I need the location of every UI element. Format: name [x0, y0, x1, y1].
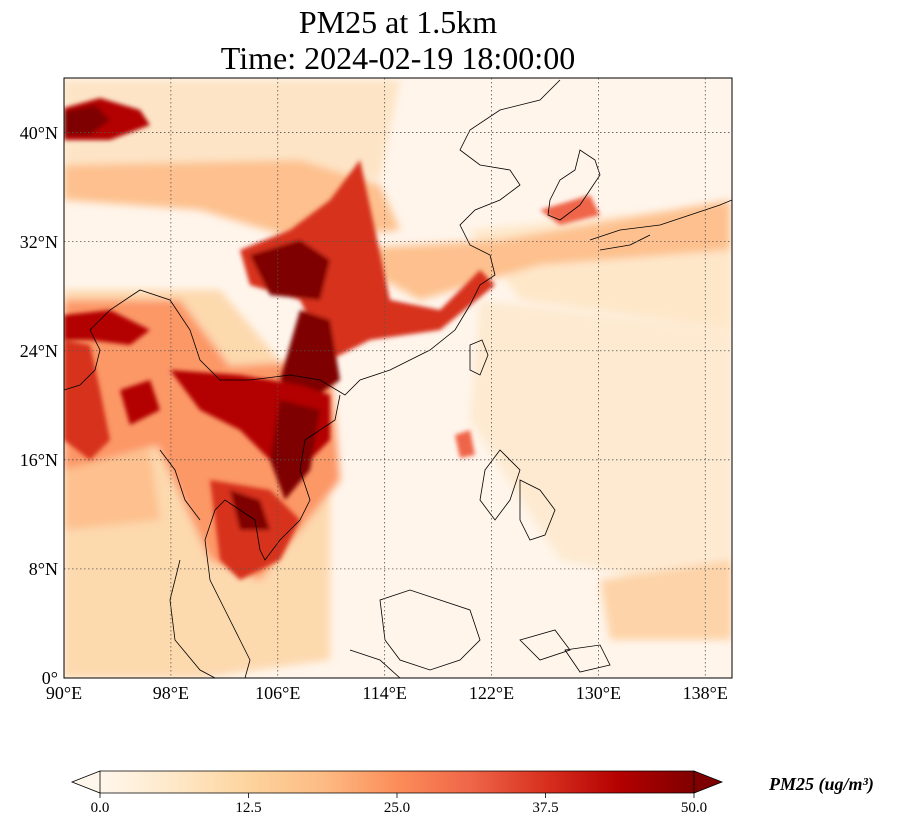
lat-tick-label: 0° [41, 668, 58, 688]
lat-tick-label: 40°N [19, 122, 58, 143]
pm25-field [64, 78, 732, 678]
colorbar-tick-label: 50.0 [680, 800, 708, 816]
colorbar-extend-low [70, 770, 101, 794]
colorbar-tick-label: 37.5 [532, 800, 559, 816]
colorbar [70, 770, 724, 798]
colorbar-tick-label: 0.0 [90, 800, 110, 816]
colorbar-extend-high [693, 770, 724, 794]
lon-tick-label: 106°E [255, 683, 301, 703]
colorbar-tick-label: 25.0 [383, 800, 411, 816]
map-title: PM25 at 1.5km [298, 4, 498, 40]
lon-tick-label: 98°E [152, 683, 189, 703]
lon-tick-label: 130°E [575, 683, 621, 703]
colorbar-label: PM25 (ug/m³) [769, 774, 874, 794]
graticule [64, 78, 732, 678]
colorbar-tick-label: 12.5 [235, 800, 262, 816]
lat-tick-label: 8°N [28, 558, 58, 579]
lon-tick-label: 122°E [468, 683, 515, 703]
lon-tick-label: 114°E [362, 683, 407, 703]
map-time-subtitle: Time: 2024-02-19 18:00:00 [220, 40, 576, 76]
lat-tick-label: 24°N [19, 340, 58, 361]
lat-tick-label: 32°N [19, 231, 58, 252]
lat-tick-label: 16°N [19, 449, 58, 470]
map-frame [63, 77, 733, 679]
colorbar-gradient [100, 771, 694, 793]
lon-tick-label: 138°E [682, 683, 728, 703]
lon-tick-label: 90°E [45, 683, 83, 703]
